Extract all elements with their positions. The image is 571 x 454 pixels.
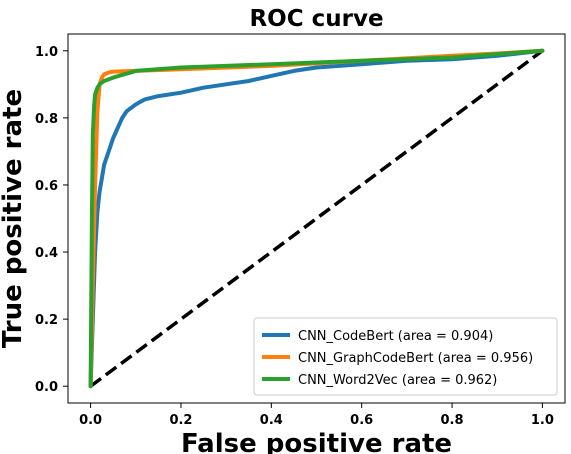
- y-tick-label: 0.4: [35, 246, 58, 261]
- x-tick-label: 0.2: [169, 413, 192, 428]
- y-tick-label: 0.2: [35, 313, 58, 328]
- chart-title: ROC curve: [249, 6, 383, 32]
- y-tick-label: 0.8: [35, 112, 58, 127]
- roc-series-line-1: [88, 48, 545, 389]
- legend-entry-label: CNN_GraphCodeBert (area = 0.956): [298, 351, 533, 366]
- x-axis-ticks: 0.0 0.2 0.4 0.6 0.8 1.0: [79, 403, 554, 428]
- y-tick-label: 0.6: [35, 179, 58, 194]
- y-tick-label: 1.0: [35, 45, 58, 60]
- y-tick-label: 0.0: [35, 380, 58, 395]
- legend-box: [253, 317, 558, 396]
- x-tick-label: 0.4: [260, 413, 283, 428]
- legend-entry-label: CNN_Word2Vec (area = 0.962): [298, 373, 497, 388]
- x-axis-label: False positive rate: [181, 429, 452, 454]
- x-tick-label: 0.8: [441, 413, 464, 428]
- x-tick-label: 0.6: [350, 413, 373, 428]
- y-axis-ticks: 0.0 0.2 0.4 0.6 0.8 1.0: [35, 45, 68, 395]
- roc-series-line-3: [88, 48, 545, 389]
- x-tick-label: 0.0: [79, 413, 102, 428]
- legend: CNN_CodeBert (area = 0.904) CNN_GraphCode…: [253, 317, 558, 396]
- chance-diagonal-line: [89, 49, 544, 388]
- x-tick-label: 1.0: [531, 413, 554, 428]
- axes-frame: [67, 33, 566, 404]
- y-axis-label: True positive rate: [0, 89, 28, 348]
- plot-area: [88, 48, 545, 389]
- legend-entry-label: CNN_CodeBert (area = 0.904): [298, 329, 493, 344]
